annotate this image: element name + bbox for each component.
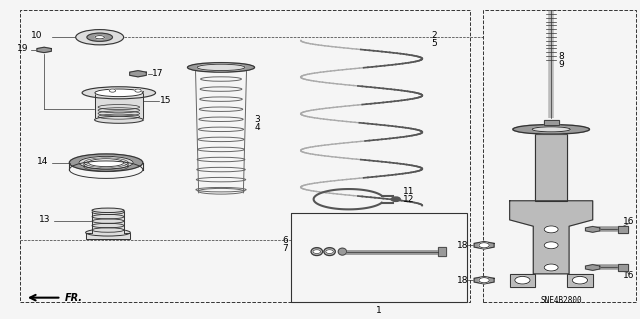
Text: 16: 16 [623, 217, 635, 226]
Text: 14: 14 [37, 157, 49, 166]
Bar [86, 233, 131, 239]
Polygon shape [586, 226, 600, 232]
Bar [618, 264, 628, 271]
Bar [438, 247, 446, 256]
Text: 2: 2 [432, 31, 437, 40]
Text: 7: 7 [282, 244, 288, 253]
Ellipse shape [311, 248, 323, 256]
Text: 13: 13 [39, 215, 51, 224]
Ellipse shape [86, 229, 131, 236]
Circle shape [479, 278, 490, 283]
Polygon shape [130, 70, 147, 77]
Bar [95, 91, 143, 120]
Text: 3: 3 [254, 115, 260, 124]
Text: 18: 18 [457, 241, 468, 250]
Bar [86, 233, 131, 239]
Bar [535, 134, 567, 201]
Circle shape [391, 197, 400, 201]
Polygon shape [586, 264, 600, 271]
Ellipse shape [338, 248, 346, 255]
Ellipse shape [76, 30, 124, 45]
Ellipse shape [82, 87, 156, 99]
Ellipse shape [197, 64, 245, 70]
Bar [543, 120, 559, 125]
Text: 15: 15 [161, 96, 172, 105]
Ellipse shape [95, 36, 104, 39]
Polygon shape [474, 241, 494, 249]
Circle shape [135, 89, 141, 92]
Text: 9: 9 [559, 60, 564, 69]
Circle shape [515, 276, 530, 284]
Bar [20, 10, 470, 302]
Text: FR.: FR. [65, 293, 83, 303]
Circle shape [479, 243, 490, 248]
Text: 8: 8 [559, 52, 564, 61]
Bar [95, 91, 143, 120]
Text: 5: 5 [432, 39, 438, 48]
Bar [543, 120, 559, 125]
Bar [483, 10, 636, 302]
Polygon shape [37, 47, 51, 53]
Circle shape [544, 242, 558, 249]
Text: 18: 18 [457, 276, 468, 285]
Text: 11: 11 [403, 187, 415, 196]
Circle shape [313, 250, 321, 254]
Text: 1: 1 [376, 306, 382, 315]
Text: SNF4B2800: SNF4B2800 [540, 296, 582, 305]
Polygon shape [509, 201, 593, 274]
Circle shape [572, 276, 588, 284]
Ellipse shape [95, 116, 143, 123]
Circle shape [326, 250, 333, 254]
Bar [291, 213, 467, 302]
Ellipse shape [88, 159, 124, 167]
Text: 12: 12 [403, 195, 414, 204]
Ellipse shape [532, 127, 570, 132]
Ellipse shape [95, 89, 143, 97]
Text: 4: 4 [254, 123, 260, 132]
Ellipse shape [513, 124, 589, 134]
Circle shape [544, 264, 558, 271]
Polygon shape [474, 277, 494, 284]
Text: 16: 16 [623, 271, 635, 280]
Bar [618, 226, 628, 233]
Ellipse shape [69, 154, 143, 171]
Bar [535, 134, 567, 201]
Text: 17: 17 [152, 69, 164, 78]
Bar [618, 264, 628, 271]
Text: 10: 10 [31, 31, 42, 40]
Bar [509, 274, 535, 286]
Ellipse shape [188, 63, 255, 72]
Text: 6: 6 [282, 236, 288, 245]
Ellipse shape [324, 248, 335, 256]
Bar [92, 210, 124, 233]
Bar [618, 226, 628, 233]
Ellipse shape [92, 208, 124, 212]
Ellipse shape [79, 156, 133, 169]
Circle shape [109, 89, 116, 92]
Ellipse shape [87, 33, 113, 41]
Bar [567, 274, 593, 286]
Bar [567, 274, 593, 286]
Circle shape [544, 226, 558, 233]
Bar [509, 274, 535, 286]
Bar [438, 247, 446, 256]
Text: 19: 19 [17, 44, 28, 53]
